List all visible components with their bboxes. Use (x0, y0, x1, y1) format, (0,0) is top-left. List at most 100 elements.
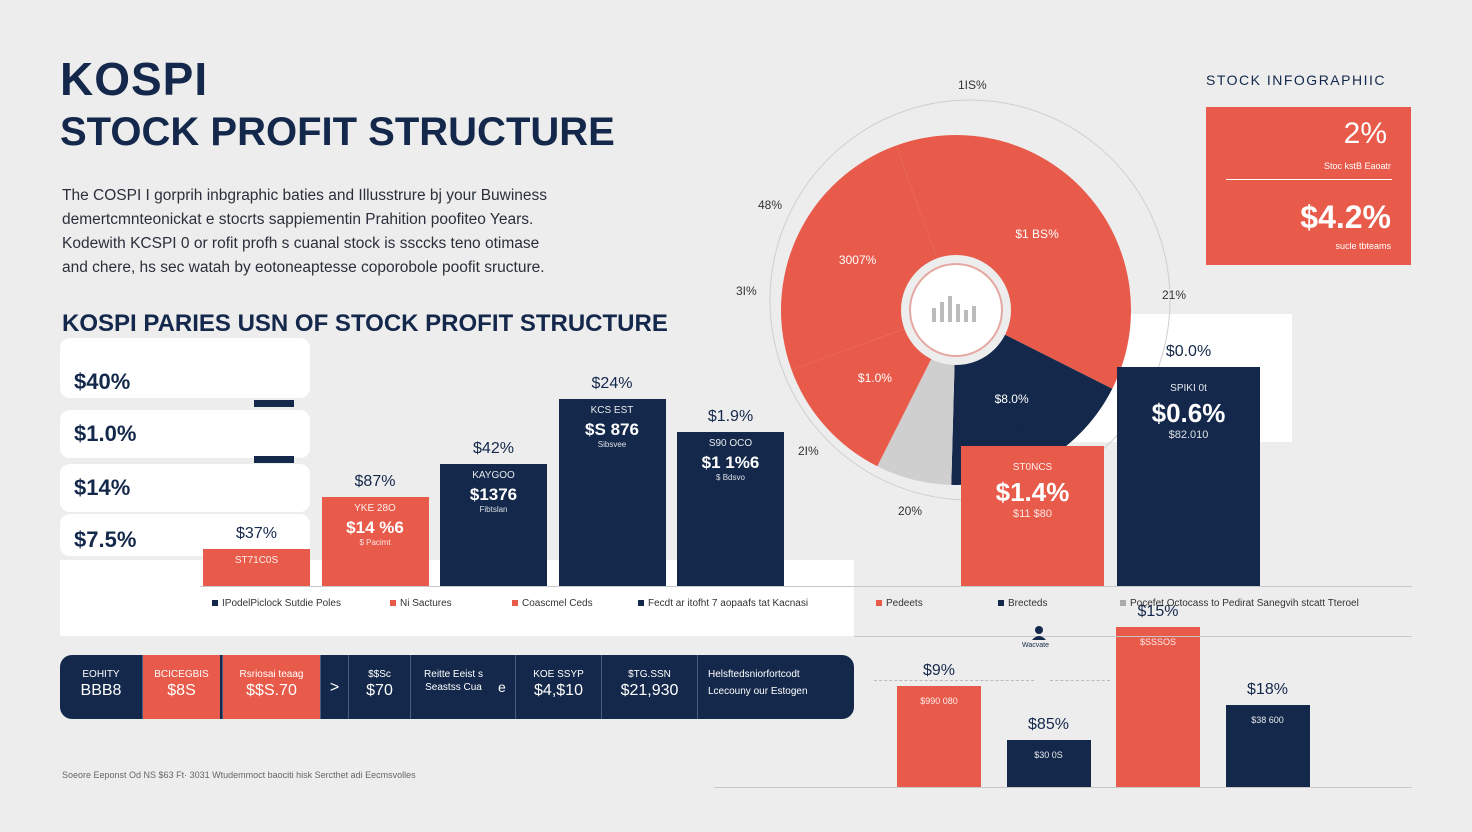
stat-strip: EOHITY BBB8 BCICEGBIS $8S Rsriosai teaag $$… (60, 655, 854, 719)
legend-item: Pedeets (876, 598, 923, 609)
bar-value-label: $85% (1028, 716, 1069, 734)
dashed-connector (874, 680, 1034, 681)
legend-item: IPodelPiclock Sutdie Poles (212, 598, 341, 609)
chart-bar: $30 0S (1006, 740, 1091, 787)
legend-swatch (998, 600, 1004, 607)
intro-line: demertcmnteonickat e stocrts sappiementi… (62, 211, 534, 228)
stat-cell: Reitte Eeist s Seastss Cua (410, 655, 496, 719)
chart-bar: SPIKI 0t $0.6% $82.010 (1117, 366, 1260, 586)
bar-value-label: $24% (591, 375, 633, 393)
stat-cell: $$Sc $70 (348, 655, 410, 719)
intro-line: and chere, hs sec watah by eotoneaptesse… (62, 259, 545, 276)
bar-inner-caption: YKE 28O (354, 502, 396, 514)
pie-slice-label: $1 BS% (1015, 227, 1059, 241)
bar-inner-caption: $30 0S (1034, 750, 1063, 761)
pie-callout: 21% (1162, 288, 1187, 302)
chart-baseline (200, 586, 1412, 587)
legend-item: Brecteds (998, 598, 1047, 609)
bar-inner-value: $S 876 (585, 420, 639, 440)
legend-swatch (512, 600, 518, 607)
bar-inner-caption: $SSSOS (1139, 637, 1177, 648)
legend-swatch (390, 600, 396, 607)
pie-callout: 3I% (736, 284, 757, 298)
legend-item: Fecdt ar itofht 7 aopaafs tat Kacnasi (638, 598, 808, 609)
stat-cell: BCICEGBIS $8S (142, 655, 220, 719)
value-pill: $7.5% (60, 514, 310, 556)
bar-inner-caption: $38 600 (1251, 715, 1284, 726)
stat-arrow: e (498, 679, 506, 695)
pie-slice-label: $8.0% (995, 392, 1029, 406)
pie-slice (895, 134, 1131, 389)
bar-inner-caption: KCS EST (590, 405, 634, 417)
intro-line: The COSPI I gorprih inbgraphic baties an… (62, 187, 548, 204)
bottom-baseline (714, 787, 1412, 788)
dashed-connector (1050, 680, 1110, 681)
stat-arrow: > (320, 655, 348, 719)
value-pill: $40% (60, 338, 310, 398)
bar-inner-value: $1376 (469, 485, 518, 505)
bar-value-label: $88% (1012, 422, 1053, 440)
bar-inner-caption: ST71C0S (234, 555, 279, 567)
legend-item: Ni Sactures (390, 598, 452, 609)
chart-bar: KAYGOO $1376 Fibtslan (440, 464, 547, 586)
legend-swatch (212, 600, 218, 607)
legend-swatch (876, 600, 882, 607)
chart-bar: YKE 28O $14 %6 $ Pacimt (321, 496, 429, 586)
bar-inner-caption: SPIKI 0t (1170, 382, 1207, 394)
stat-cell: Helsftedsniorfortcodt Lcecouny our Estoge… (697, 655, 854, 719)
legend-swatch (1120, 600, 1126, 607)
page-title: KOSPI (60, 53, 209, 105)
legend-divider (854, 636, 1412, 637)
bar-inner-note: $82.010 (1168, 428, 1209, 441)
bar-value-label: $9% (922, 661, 956, 679)
legend-swatch (638, 600, 644, 607)
pie-slice-label: 3007% (839, 253, 877, 267)
user-badge-label: Wacvate (1022, 642, 1049, 649)
bar-inner-note: $ Bdsvo (716, 472, 745, 482)
pie-slice-label: $1.0% (858, 371, 892, 385)
value-pill: $1.0% (60, 410, 310, 458)
chart-bar: KCS EST $S 876 Sibsvee (558, 399, 666, 586)
bar-inner-note: Fibtslan (479, 505, 508, 515)
bar-inner-value: $14 %6 (346, 517, 404, 537)
bar-inner-value: $1 1%6 (701, 452, 760, 472)
summary-top-value: 2% (1343, 117, 1387, 150)
user-icon (1030, 624, 1048, 642)
page-subtitle: STOCK PROFIT STRUCTURE (60, 110, 615, 154)
bar-value-label: $18% (1247, 681, 1288, 699)
bar-value-label: $87% (354, 472, 396, 490)
bar-value-label: $1.9% (707, 407, 754, 425)
pie-slice (951, 310, 1113, 485)
chart-bar: ST71C0S (203, 549, 310, 586)
section-title: KOSPI PARIES USN OF STOCK PROFIT STRUCTU… (62, 310, 668, 337)
bar-inner-caption: KAYGOO (472, 470, 515, 482)
summary-bottom-caption: sucle tbteams (1335, 241, 1391, 251)
chart-bar: $38 600 (1225, 705, 1310, 787)
bar-value-label: $15% (1137, 603, 1179, 621)
bar-inner-caption: ST0NCS (1012, 462, 1053, 474)
pill-tick (254, 456, 294, 463)
intro-paragraph: The COSPI I gorprih inbgraphic baties an… (62, 184, 622, 280)
summary-top-caption: Stoc kstB Eaoatr (1323, 161, 1391, 171)
summary-divider (1226, 179, 1392, 180)
pie-slice (791, 310, 956, 467)
bar-inner-caption: $990 080 (920, 695, 958, 706)
pie-callout: 1IS% (958, 78, 987, 92)
bar-inner-note: $11 $80 (1013, 508, 1052, 521)
bar-inner-caption: S90 OCO (708, 437, 753, 449)
value-pill: $14% (60, 464, 310, 512)
bar-inner-note: Sibsvee (597, 440, 627, 450)
intro-line: Kodewith KCSPI 0 or rofit profh s cuanal… (62, 235, 540, 252)
pie-callout: 20% (898, 504, 923, 518)
stat-cell: $TG.SSN $21,930 (601, 655, 697, 719)
footer-text: Soeore Eeponst Od NS $63 Ft· 3031 Wtudem… (62, 770, 416, 780)
chart-bar: S90 OCO $1 1%6 $ Bdsvo (677, 431, 784, 586)
stat-cell: EOHITY BBB8 (80, 669, 122, 699)
stat-cell: KOE SSYP $4,$10 (515, 655, 601, 719)
pie-chart: $1 BS% $8.0% $1.0% 3007% (769, 99, 1171, 501)
summary-bottom-value: $4.2% (1300, 199, 1391, 235)
bar-value-label: $42% (473, 440, 514, 458)
bar-value-label: $0.0% (1165, 342, 1212, 360)
chart-bar: $990 080 (897, 685, 981, 787)
pill-tick (254, 400, 294, 407)
